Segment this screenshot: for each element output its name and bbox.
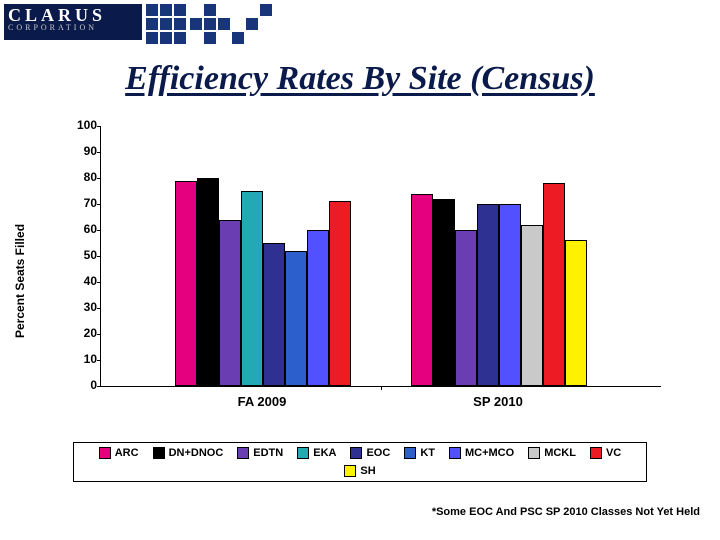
bar-ARC bbox=[411, 194, 433, 386]
bar-SH bbox=[565, 240, 587, 386]
deco-square bbox=[232, 32, 244, 44]
legend-swatch bbox=[404, 447, 416, 459]
chart: Percent Seats Filled 0102030405060708090… bbox=[40, 126, 680, 436]
bar-KT bbox=[285, 251, 307, 386]
deco-square bbox=[174, 4, 186, 16]
footnote: *Some EOC And PSC SP 2010 Classes Not Ye… bbox=[20, 506, 700, 518]
deco-square bbox=[174, 18, 186, 30]
legend-item-DN+DNOC: DN+DNOC bbox=[153, 447, 224, 459]
deco-square bbox=[174, 32, 186, 44]
legend: ARC DN+DNOC EDTN EKA EOC KT MC+MCO MCKL VC SH bbox=[73, 442, 647, 482]
deco-square bbox=[160, 4, 172, 16]
legend-swatch bbox=[590, 447, 602, 459]
deco-square bbox=[260, 4, 272, 16]
y-tick-label: 20 bbox=[65, 326, 97, 340]
legend-swatch bbox=[237, 447, 249, 459]
bar-MC+MCO bbox=[307, 230, 329, 386]
bar-group bbox=[175, 178, 351, 386]
bar-DN+DNOC bbox=[197, 178, 219, 386]
deco-square bbox=[204, 4, 216, 16]
bar-group bbox=[411, 183, 587, 386]
legend-item-SH: SH bbox=[344, 465, 375, 477]
deco-square bbox=[146, 4, 158, 16]
logo-text-top: CLARUS bbox=[8, 6, 138, 24]
legend-swatch bbox=[99, 447, 111, 459]
legend-swatch bbox=[449, 447, 461, 459]
legend-label: SH bbox=[360, 465, 375, 477]
logo-text-bottom: CORPORATION bbox=[8, 24, 138, 32]
legend-swatch bbox=[153, 447, 165, 459]
y-tick-label: 30 bbox=[65, 300, 97, 314]
bar-VC bbox=[543, 183, 565, 386]
y-tick-label: 50 bbox=[65, 248, 97, 262]
deco-square bbox=[204, 32, 216, 44]
legend-label: ARC bbox=[115, 447, 139, 459]
deco-square bbox=[160, 18, 172, 30]
deco-square bbox=[146, 32, 158, 44]
legend-label: KT bbox=[420, 447, 435, 459]
page-title: Efficiency Rates By Site (Census) bbox=[0, 60, 720, 98]
deco-square bbox=[146, 18, 158, 30]
legend-item-EDTN: EDTN bbox=[237, 447, 283, 459]
y-tick-label: 0 bbox=[65, 378, 97, 392]
legend-item-EKA: EKA bbox=[297, 447, 336, 459]
plot-area: 0102030405060708090100 bbox=[100, 126, 661, 387]
y-tick-label: 90 bbox=[65, 144, 97, 158]
legend-label: EDTN bbox=[253, 447, 283, 459]
bar-MC+MCO bbox=[499, 204, 521, 386]
header: CLARUS CORPORATION bbox=[0, 0, 720, 48]
legend-swatch bbox=[344, 465, 356, 477]
logo: CLARUS CORPORATION bbox=[4, 4, 142, 40]
bar-ARC bbox=[175, 181, 197, 386]
bar-MCKL bbox=[521, 225, 543, 386]
legend-item-EOC: EOC bbox=[350, 447, 390, 459]
y-tick-label: 100 bbox=[65, 118, 97, 132]
y-tick-label: 40 bbox=[65, 274, 97, 288]
bar-EKA bbox=[241, 191, 263, 386]
legend-label: EKA bbox=[313, 447, 336, 459]
bar-EOC bbox=[477, 204, 499, 386]
y-tick-label: 10 bbox=[65, 352, 97, 366]
y-tick-label: 70 bbox=[65, 196, 97, 210]
legend-swatch bbox=[350, 447, 362, 459]
y-tick-label: 80 bbox=[65, 170, 97, 184]
x-category-0: FA 2009 bbox=[174, 394, 350, 409]
deco-square bbox=[218, 18, 230, 30]
legend-item-KT: KT bbox=[404, 447, 435, 459]
bar-EOC bbox=[263, 243, 285, 386]
deco-square bbox=[246, 18, 258, 30]
legend-item-VC: VC bbox=[590, 447, 621, 459]
deco-square bbox=[190, 18, 202, 30]
legend-label: MC+MCO bbox=[465, 447, 514, 459]
bar-EDTN bbox=[219, 220, 241, 386]
decorative-squares bbox=[146, 4, 720, 44]
x-category-1: SP 2010 bbox=[410, 394, 586, 409]
y-axis-label: Percent Seats Filled bbox=[13, 224, 27, 338]
bar-DN+DNOC bbox=[433, 199, 455, 386]
legend-label: MCKL bbox=[544, 447, 576, 459]
y-tick-label: 60 bbox=[65, 222, 97, 236]
legend-swatch bbox=[297, 447, 309, 459]
deco-square bbox=[204, 18, 216, 30]
legend-item-ARC: ARC bbox=[99, 447, 139, 459]
legend-item-MCKL: MCKL bbox=[528, 447, 576, 459]
legend-item-MC+MCO: MC+MCO bbox=[449, 447, 514, 459]
legend-swatch bbox=[528, 447, 540, 459]
bar-VC bbox=[329, 201, 351, 386]
bar-EDTN bbox=[455, 230, 477, 386]
legend-label: EOC bbox=[366, 447, 390, 459]
deco-square bbox=[160, 32, 172, 44]
legend-label: DN+DNOC bbox=[169, 447, 224, 459]
legend-label: VC bbox=[606, 447, 621, 459]
